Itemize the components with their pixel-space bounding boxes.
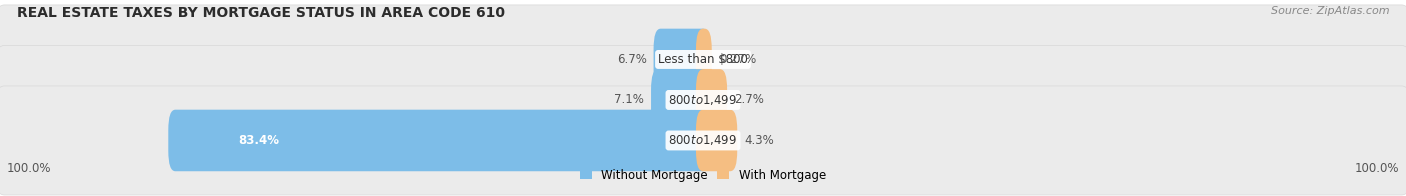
Text: $800 to $1,499: $800 to $1,499 [668, 133, 738, 147]
FancyBboxPatch shape [651, 69, 710, 131]
Text: REAL ESTATE TAXES BY MORTGAGE STATUS IN AREA CODE 610: REAL ESTATE TAXES BY MORTGAGE STATUS IN … [17, 6, 505, 20]
Text: 100.0%: 100.0% [7, 162, 52, 174]
Text: Source: ZipAtlas.com: Source: ZipAtlas.com [1271, 6, 1389, 16]
Legend: Without Mortgage, With Mortgage: Without Mortgage, With Mortgage [581, 169, 825, 181]
Text: $800 to $1,499: $800 to $1,499 [668, 93, 738, 107]
Text: 100.0%: 100.0% [1354, 162, 1399, 174]
Text: 0.27%: 0.27% [718, 53, 756, 66]
Text: 2.7%: 2.7% [734, 93, 763, 106]
FancyBboxPatch shape [696, 69, 727, 131]
Text: 6.7%: 6.7% [617, 53, 647, 66]
FancyBboxPatch shape [696, 29, 711, 90]
Text: 83.4%: 83.4% [239, 134, 280, 147]
FancyBboxPatch shape [0, 5, 1406, 114]
Text: 7.1%: 7.1% [614, 93, 644, 106]
Text: 4.3%: 4.3% [744, 134, 775, 147]
FancyBboxPatch shape [0, 86, 1406, 195]
FancyBboxPatch shape [169, 110, 710, 171]
FancyBboxPatch shape [696, 110, 737, 171]
Text: Less than $800: Less than $800 [658, 53, 748, 66]
FancyBboxPatch shape [0, 45, 1406, 154]
FancyBboxPatch shape [654, 29, 710, 90]
